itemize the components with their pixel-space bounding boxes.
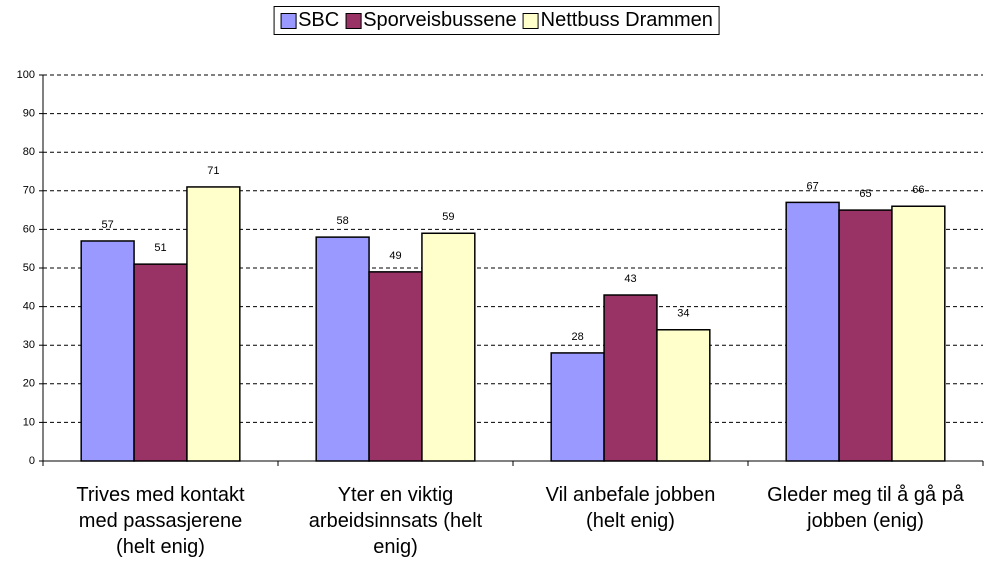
y-tick-label: 30 xyxy=(23,339,35,351)
bar xyxy=(656,329,711,462)
x-tick-label: Gleder meg til å gå på jobben (enig) xyxy=(767,484,964,532)
bar xyxy=(315,236,370,462)
legend: SBC Sporveisbussene Nettbuss Drammen xyxy=(273,6,720,35)
legend-swatch xyxy=(522,12,539,29)
value-label: 43 xyxy=(624,273,636,285)
value-label: 59 xyxy=(442,211,454,223)
legend-swatch xyxy=(345,12,362,29)
bar xyxy=(133,263,188,462)
value-label: 51 xyxy=(154,242,166,254)
value-label: 58 xyxy=(337,215,349,227)
y-tick-label: 90 xyxy=(23,108,35,120)
legend-swatch xyxy=(280,12,297,29)
value-label: 67 xyxy=(807,180,819,192)
y-tick-label: 100 xyxy=(17,69,35,81)
legend-item: Nettbuss Drammen xyxy=(522,9,713,32)
legend-item: SBC xyxy=(280,9,339,32)
y-tick-label: 20 xyxy=(23,378,35,390)
y-tick-label: 80 xyxy=(23,146,35,158)
y-tick-label: 10 xyxy=(23,416,35,428)
bar xyxy=(603,294,658,462)
value-label: 49 xyxy=(389,250,401,262)
value-label: 57 xyxy=(102,219,114,231)
bar xyxy=(80,240,135,462)
legend-label: Sporveisbussene xyxy=(363,9,517,31)
bar xyxy=(421,232,476,462)
bar xyxy=(186,186,241,462)
y-tick-label: 70 xyxy=(23,185,35,197)
bar xyxy=(368,271,423,462)
value-label: 28 xyxy=(572,331,584,343)
y-tick-label: 60 xyxy=(23,223,35,235)
bar xyxy=(550,352,605,462)
bar xyxy=(838,209,893,462)
legend-label: SBC xyxy=(298,9,340,31)
y-tick-label: 40 xyxy=(23,301,35,313)
bar xyxy=(785,201,840,462)
x-tick-label: Yter en viktig arbeidsinnsats (helt enig… xyxy=(308,484,483,558)
value-label: 65 xyxy=(859,188,871,200)
x-tick-label: Trives med kontakt med passasjerene (hel… xyxy=(76,484,245,558)
legend-item: Sporveisbussene xyxy=(345,9,517,32)
value-label: 66 xyxy=(912,184,924,196)
legend-label: Nettbuss Drammen xyxy=(540,9,713,31)
value-label: 71 xyxy=(207,165,219,177)
x-tick-label: Vil anbefale jobben (helt enig) xyxy=(545,484,716,532)
value-label: 34 xyxy=(677,308,689,320)
y-tick-label: 0 xyxy=(29,455,35,467)
bar xyxy=(891,205,946,462)
y-tick-label: 50 xyxy=(23,262,35,274)
